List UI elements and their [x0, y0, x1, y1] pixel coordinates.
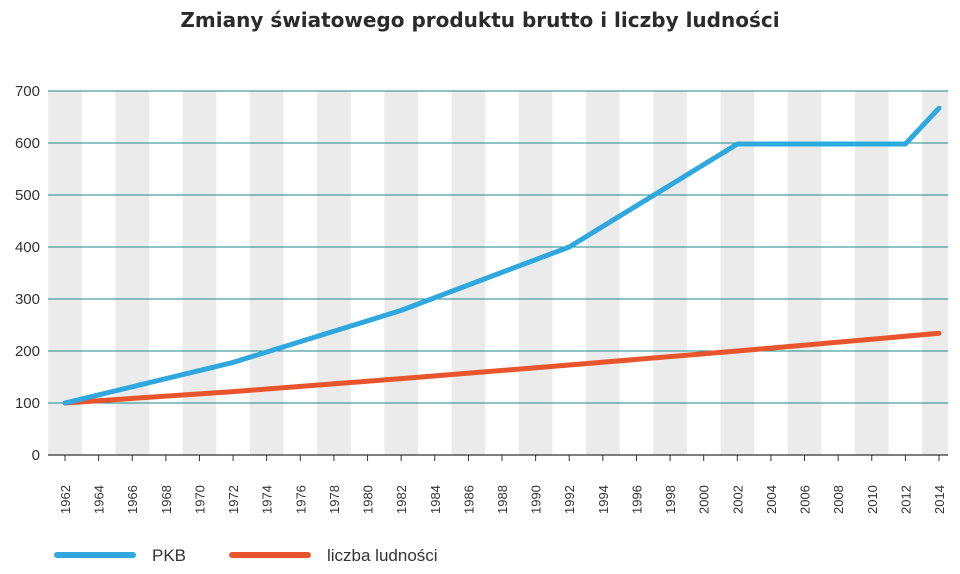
- background-band: [384, 91, 418, 455]
- y-tick-label: 700: [15, 83, 40, 100]
- x-tick-label: 2004: [764, 485, 779, 514]
- x-tick-label: 1970: [192, 485, 207, 514]
- background-band: [518, 91, 553, 455]
- x-tick-label: 1964: [92, 485, 107, 514]
- background-band: [249, 91, 284, 455]
- background-band: [451, 91, 486, 455]
- background-band: [48, 91, 82, 455]
- x-tick-label: 2006: [798, 485, 813, 514]
- x-tick-label: 2008: [831, 485, 846, 514]
- background-band: [586, 91, 620, 455]
- background-band: [653, 91, 687, 455]
- x-tick-label: 1982: [394, 485, 409, 514]
- x-tick-label: 1976: [293, 485, 308, 514]
- background-band: [317, 91, 351, 455]
- x-tick-label: 1962: [58, 485, 73, 514]
- background-band: [115, 91, 150, 455]
- x-tick-label: 1986: [461, 485, 476, 514]
- x-tick-label: 2010: [865, 485, 880, 514]
- chart-title: Zmiany światowego produktu brutto i licz…: [180, 8, 780, 32]
- x-tick-label: 1966: [125, 485, 140, 514]
- x-tick-label: 1996: [629, 485, 644, 514]
- x-tick-label: 1992: [562, 485, 577, 514]
- series-line-1: [62, 105, 942, 406]
- x-tick-label: 2000: [697, 485, 712, 514]
- x-tick-label: 1978: [327, 485, 342, 514]
- x-tick-label: 1994: [596, 485, 611, 514]
- y-tick-label: 100: [15, 395, 40, 412]
- x-tick-label: 1984: [428, 485, 443, 514]
- y-tick-label: 200: [15, 343, 40, 360]
- x-tick-label: 1998: [663, 485, 678, 514]
- legend-label: liczba ludności: [327, 546, 438, 565]
- x-tick-label: 1988: [495, 485, 510, 514]
- series-line-2: [62, 330, 942, 406]
- y-tick-label: 600: [15, 135, 40, 152]
- x-tick-label: 2002: [730, 485, 745, 514]
- x-tick-label: 1990: [529, 485, 544, 514]
- x-tick-label: 1974: [260, 485, 275, 514]
- x-tick-label: 2012: [898, 485, 913, 514]
- x-tick-label: 1968: [159, 485, 174, 514]
- y-tick-label: 500: [15, 187, 40, 204]
- legend-label: PKB: [152, 546, 186, 565]
- y-tick-label: 300: [15, 291, 40, 308]
- y-tick-label: 400: [15, 239, 40, 256]
- background-band: [787, 91, 822, 455]
- background-band: [854, 91, 889, 455]
- y-tick-label: 0: [32, 447, 40, 464]
- background-band: [922, 91, 948, 455]
- x-tick-label: 1972: [226, 485, 241, 514]
- x-tick-label: 2014: [932, 485, 947, 514]
- background-band: [182, 91, 217, 455]
- x-tick-label: 1980: [361, 485, 376, 514]
